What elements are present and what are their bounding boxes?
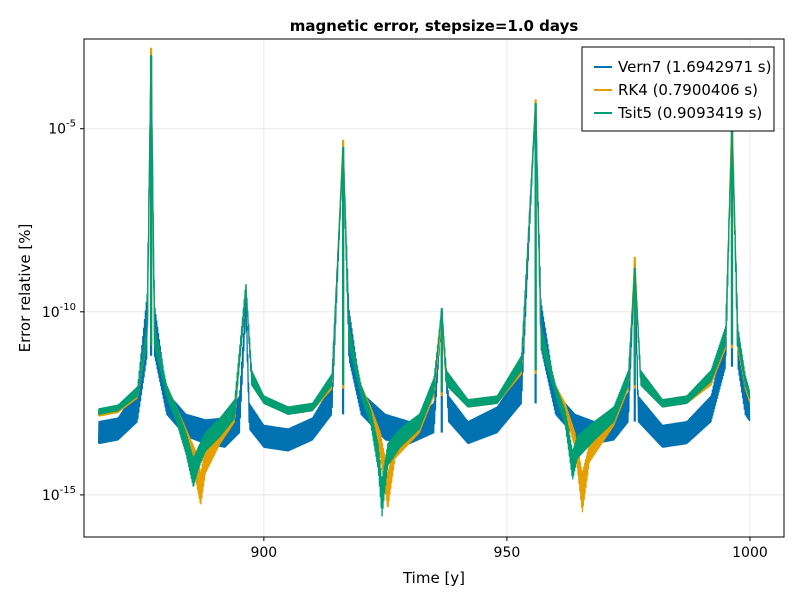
plot-frame <box>83 38 785 538</box>
y-tick-label-base-1: 10 <box>42 305 60 321</box>
y-tick-label-exponent-0: -15 <box>60 485 76 496</box>
y-tick-label-base-2: 10 <box>48 122 66 138</box>
y-tick-label-1: 10-10 <box>42 302 76 321</box>
legend-label-2: Tsit5 (0.9093419 s) <box>617 104 762 122</box>
y-axis-title: Error relative [%] <box>16 224 34 353</box>
x-tick-label-0: 900 <box>250 545 277 561</box>
x-axis-title: Time [y] <box>402 569 465 587</box>
x-tick-label-2: 1000 <box>732 545 768 561</box>
y-tick-label-2: 10-5 <box>48 119 76 138</box>
x-tick-label-1: 950 <box>494 545 521 561</box>
legend-box <box>581 46 775 132</box>
series-layer <box>97 47 751 517</box>
y-tick-label-exponent-1: -10 <box>60 302 76 313</box>
x-axis-ticks: 900 950 1000 <box>250 537 768 561</box>
series-2-band <box>97 54 751 517</box>
legend: Vern7 (1.6942971 s) RK4 (0.7900406 s) Tsit… <box>581 46 775 132</box>
chart-title: magnetic error, stepsize=1.0 days <box>290 17 579 35</box>
y-tick-label-0: 10-15 <box>42 485 76 504</box>
y-tick-label-exponent-2: -5 <box>66 119 76 130</box>
y-tick-label-base-0: 10 <box>42 488 60 504</box>
plot-area <box>97 47 751 517</box>
legend-label-1: RK4 (0.7900406 s) <box>618 81 758 99</box>
legend-label-0: Vern7 (1.6942971 s) <box>618 58 771 76</box>
